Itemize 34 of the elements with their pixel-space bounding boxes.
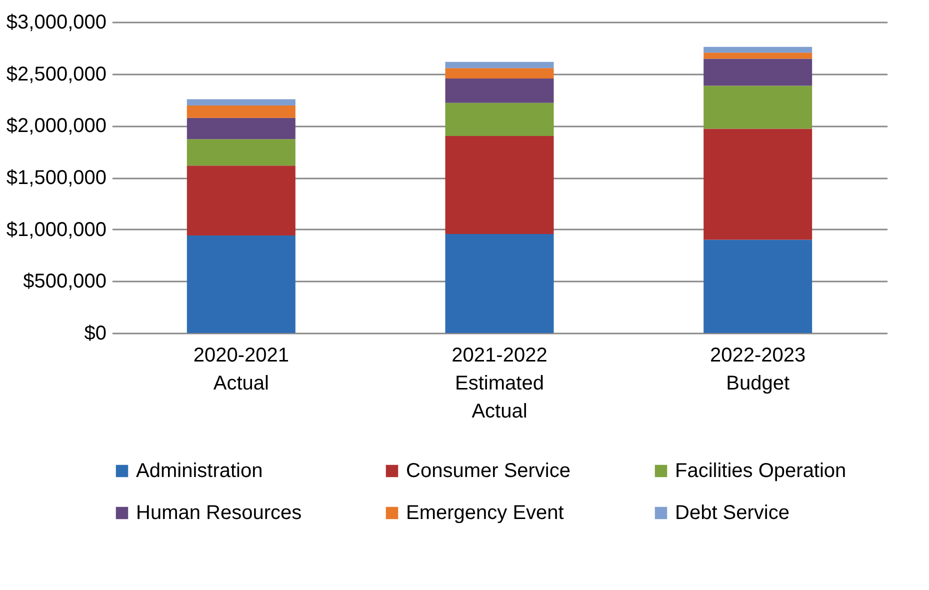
x-tick-label: 2020-2021 Actual xyxy=(193,344,289,394)
bar xyxy=(445,68,554,78)
bar xyxy=(704,128,812,240)
legend-label: Administration xyxy=(136,460,263,482)
bar xyxy=(704,46,812,53)
bar xyxy=(704,52,812,59)
bar xyxy=(704,240,812,333)
legend-label: Emergency Event xyxy=(406,502,564,524)
y-tick-label: $1,000,000 xyxy=(6,218,106,241)
y-tick-label: $2,000,000 xyxy=(6,115,106,138)
bar xyxy=(186,118,296,140)
bar xyxy=(445,78,554,103)
y-tick-label: $0 xyxy=(84,322,106,344)
x-tick-label: 2022-2023 Budget xyxy=(710,344,806,394)
bar xyxy=(186,139,296,166)
legend-label: Facilities Operation xyxy=(675,460,846,482)
y-tick-label: $1,500,000 xyxy=(6,167,106,189)
legend-label: Debt Service xyxy=(675,502,790,524)
y-tick-label: $500,000 xyxy=(23,270,106,293)
legend-label: Consumer Service xyxy=(406,460,571,482)
bar xyxy=(186,99,296,106)
x-tick-label: 2021-2022 Estimated Actual xyxy=(452,344,548,422)
bar xyxy=(445,234,554,333)
bar xyxy=(445,102,554,136)
bar xyxy=(704,86,812,129)
bar xyxy=(445,62,554,68)
bar xyxy=(445,136,554,234)
y-tick-label: $2,500,000 xyxy=(6,63,106,86)
bar xyxy=(186,166,296,236)
y-tick-label: $3,000,000 xyxy=(6,12,106,34)
bar xyxy=(186,236,296,333)
bar xyxy=(704,58,812,86)
bar xyxy=(186,105,296,118)
legend-label: Human Resources xyxy=(136,502,302,524)
